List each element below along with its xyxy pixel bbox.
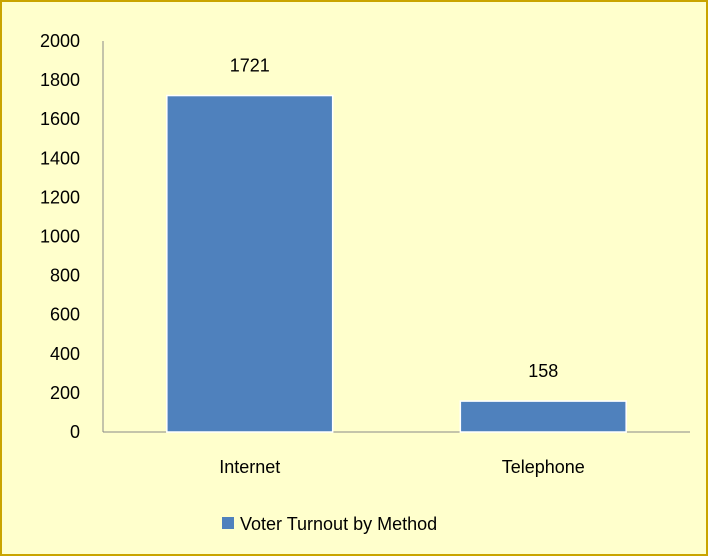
y-tick-label: 800 bbox=[50, 266, 80, 286]
x-category-label: Telephone bbox=[502, 457, 585, 477]
y-tick-label: 1200 bbox=[40, 187, 80, 207]
y-tick-label: 200 bbox=[50, 383, 80, 403]
bar bbox=[459, 400, 627, 433]
legend-label: Voter Turnout by Method bbox=[240, 514, 437, 534]
x-category-label: Internet bbox=[219, 457, 280, 477]
y-tick-label: 1400 bbox=[40, 148, 80, 168]
y-tick-label: 0 bbox=[70, 422, 80, 442]
y-tick-label: 1800 bbox=[40, 70, 80, 90]
y-tick-label: 600 bbox=[50, 305, 80, 325]
y-tick-label: 1600 bbox=[40, 109, 80, 129]
y-tick-label: 1000 bbox=[40, 227, 80, 247]
y-tick-label: 400 bbox=[50, 344, 80, 364]
bar bbox=[166, 94, 334, 433]
y-tick-label: 2000 bbox=[40, 31, 80, 51]
data-label: 1721 bbox=[230, 56, 270, 76]
legend-swatch bbox=[222, 517, 234, 529]
data-label: 158 bbox=[528, 361, 558, 381]
